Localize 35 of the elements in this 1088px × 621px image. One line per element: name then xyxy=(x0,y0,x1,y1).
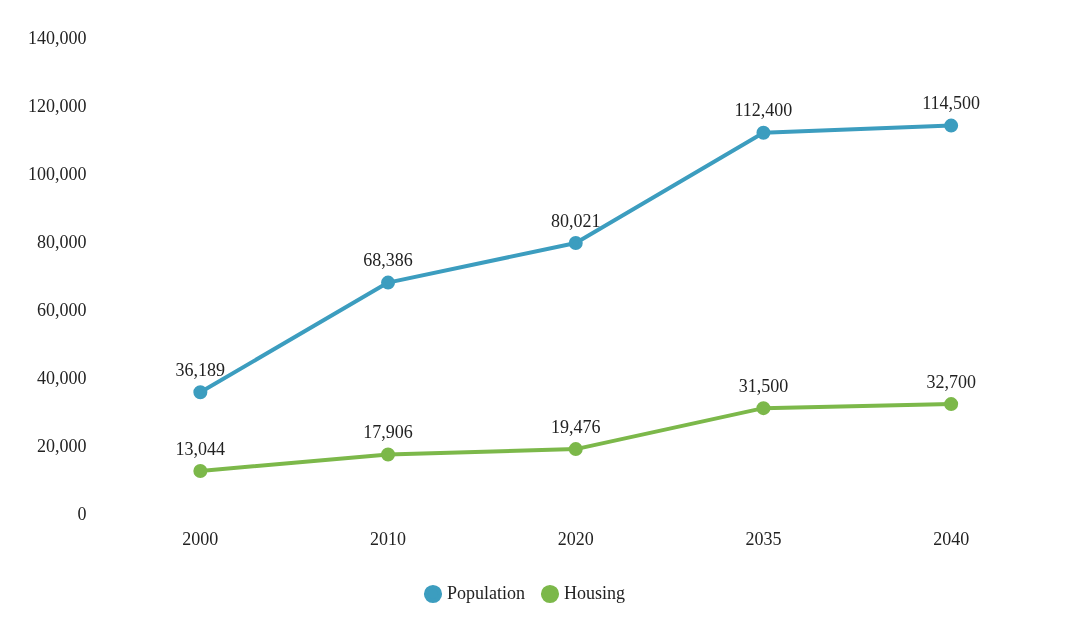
data-label: 19,476 xyxy=(551,416,601,437)
data-label: 68,386 xyxy=(363,250,413,271)
y-tick-label: 140,000 xyxy=(28,27,87,48)
point xyxy=(944,118,959,133)
x-tick-label: 2035 xyxy=(745,528,782,549)
point xyxy=(193,385,208,400)
point xyxy=(568,442,583,457)
point xyxy=(381,275,396,290)
y-tick-label: 60,000 xyxy=(37,299,87,320)
point xyxy=(568,235,583,250)
y-tick-label: 80,000 xyxy=(37,231,87,252)
legend-label: Housing xyxy=(564,582,626,603)
data-label: 17,906 xyxy=(363,422,413,443)
point xyxy=(756,125,771,140)
point xyxy=(756,401,771,416)
point xyxy=(193,463,208,478)
legend-label: Population xyxy=(447,582,526,603)
x-tick-label: 2040 xyxy=(933,528,970,549)
x-tick-label: 2000 xyxy=(182,528,219,549)
y-tick-label: 120,000 xyxy=(28,95,87,116)
data-label: 112,400 xyxy=(734,100,793,121)
x-tick-label: 2010 xyxy=(370,528,407,549)
x-tick-label: 2020 xyxy=(557,528,594,549)
y-tick-label: 20,000 xyxy=(37,436,87,457)
data-label: 114,500 xyxy=(922,93,981,114)
data-label: 80,021 xyxy=(551,210,601,231)
y-tick-label: 100,000 xyxy=(28,163,87,184)
y-tick-label: 0 xyxy=(77,504,87,525)
data-label: 13,044 xyxy=(175,438,226,459)
data-label: 36,189 xyxy=(175,359,226,380)
data-label: 31,500 xyxy=(738,375,789,396)
data-label: 32,700 xyxy=(926,371,976,392)
point xyxy=(381,447,396,462)
point xyxy=(944,397,959,412)
y-tick-label: 40,000 xyxy=(37,367,87,388)
